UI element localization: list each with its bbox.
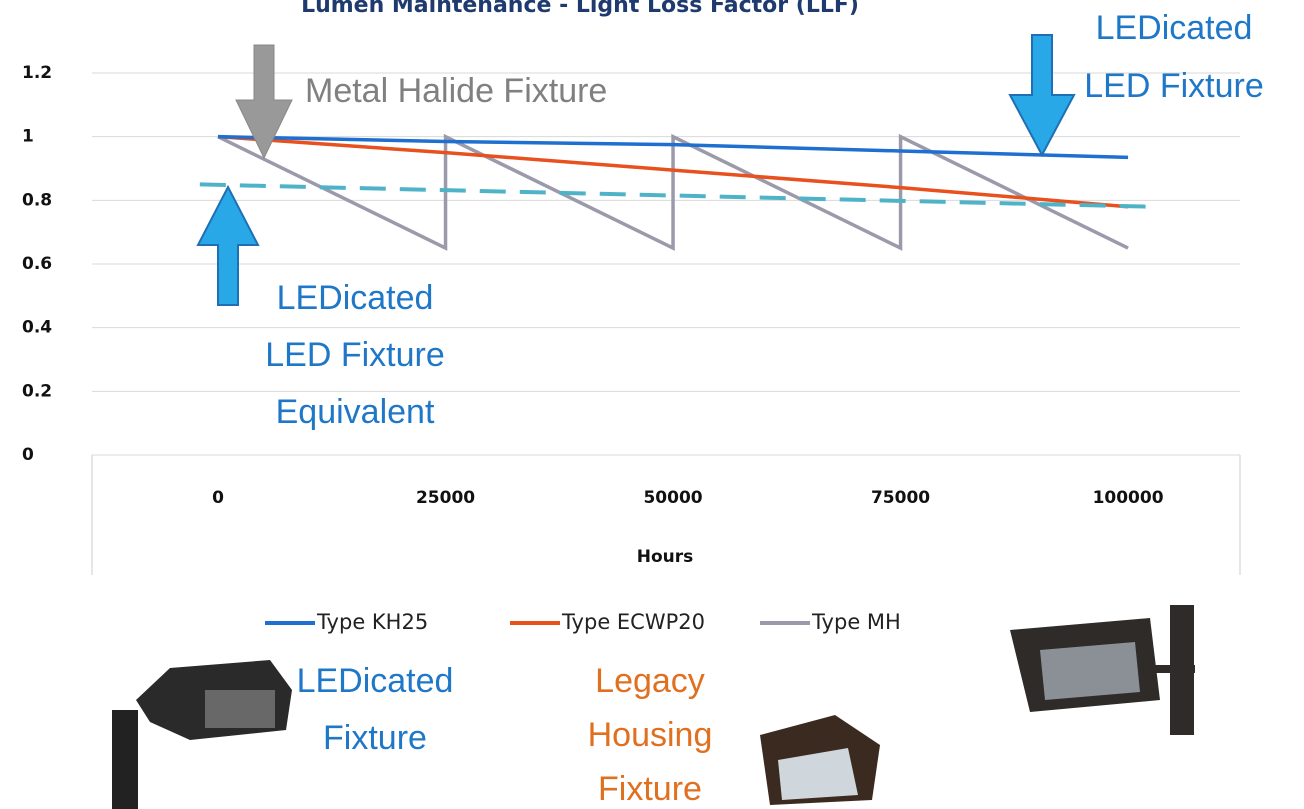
x-tick-label: 0 bbox=[212, 488, 224, 508]
legend-label: Type KH25 bbox=[316, 610, 428, 634]
arrow bbox=[198, 187, 258, 305]
annotation: LEDicated bbox=[297, 662, 454, 700]
annotation: Equivalent bbox=[276, 393, 435, 431]
y-tick-label: 1.2 bbox=[22, 63, 52, 83]
x-tick-label: 100000 bbox=[1093, 488, 1164, 508]
legend-label: Type MH bbox=[811, 610, 901, 634]
y-tick-label: 0.6 bbox=[22, 254, 52, 274]
chart-title: Lumen Maintenance - Light Loss Factor (L… bbox=[301, 0, 859, 18]
fixture-photo bbox=[1010, 605, 1195, 735]
annotation: LED Fixture bbox=[265, 336, 445, 374]
fixture-photo bbox=[112, 660, 292, 809]
y-tick-label: 0.8 bbox=[22, 190, 52, 210]
x-tick-label: 50000 bbox=[643, 488, 702, 508]
annotation: Metal Halide Fixture bbox=[305, 72, 607, 110]
x-tick-label: 25000 bbox=[416, 488, 475, 508]
chart: Lumen Maintenance - Light Loss Factor (L… bbox=[0, 0, 1304, 809]
y-tick-label: 0.2 bbox=[22, 381, 52, 401]
annotation: Legacy bbox=[595, 662, 705, 700]
x-axis-label: Hours bbox=[637, 547, 694, 567]
annotation: LEDicated bbox=[277, 279, 434, 317]
x-tick-label: 75000 bbox=[871, 488, 930, 508]
legend-label: Type ECWP20 bbox=[561, 610, 705, 634]
fixture-photo bbox=[760, 715, 880, 805]
annotation: LED Fixture bbox=[1084, 67, 1264, 105]
y-tick-label: 1 bbox=[22, 127, 34, 147]
y-tick-label: 0 bbox=[22, 445, 34, 465]
annotation: LEDicated bbox=[1096, 9, 1253, 47]
annotation: Fixture bbox=[598, 770, 702, 808]
annotation: Housing bbox=[588, 716, 713, 754]
annotation: Fixture bbox=[323, 719, 427, 757]
y-tick-label: 0.4 bbox=[22, 318, 52, 338]
